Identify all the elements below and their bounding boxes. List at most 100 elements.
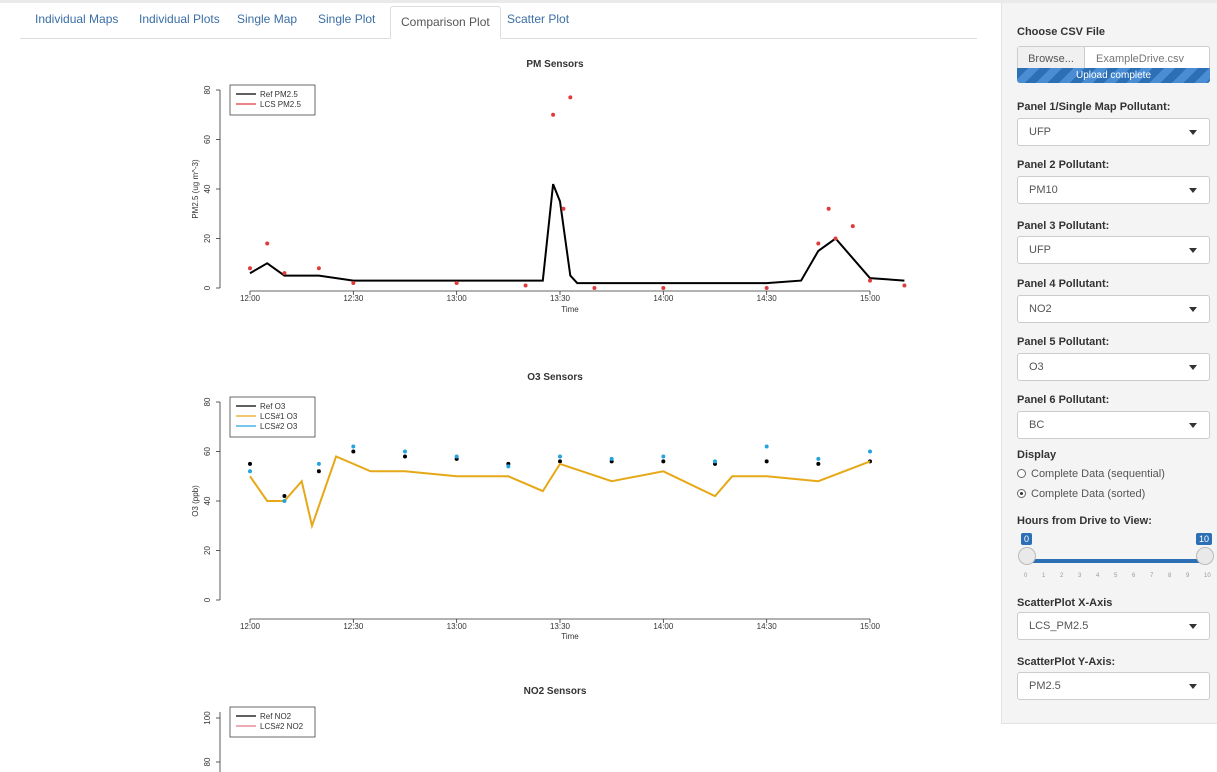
panel2-select[interactable]: PM10 (1017, 176, 1210, 204)
data-point (351, 449, 356, 454)
series-line (249, 183, 905, 285)
y-axis-label: PM2.5 (ug m^-3) (191, 159, 200, 219)
browse-button[interactable]: Browse... (1018, 47, 1085, 71)
data-point (833, 236, 838, 241)
hours-slider-track[interactable] (1027, 559, 1205, 563)
y-tick-label: 20 (203, 234, 212, 243)
x-tick-label: 12:30 (343, 294, 364, 303)
slider-tick-label: 4 (1096, 573, 1100, 579)
legend-label: Ref PM2.5 (260, 90, 298, 99)
y-tick-label: 80 (203, 397, 212, 406)
x-tick-label: 14:00 (653, 622, 674, 631)
data-point (282, 499, 287, 503)
file-input[interactable]: Browse... ExampleDrive.csv (1017, 46, 1210, 72)
data-point (248, 461, 252, 466)
scatter-x-label: ScatterPlot X-Axis (1017, 597, 1113, 609)
data-point (816, 461, 821, 466)
data-point (506, 464, 511, 469)
data-point (403, 449, 407, 454)
panel5-label: Panel 5 Pollutant: (1017, 336, 1110, 348)
y-axis-label: O3 (ppb) (191, 485, 200, 517)
chevron-down-icon (1189, 307, 1197, 312)
panel3-select[interactable]: UFP (1017, 236, 1210, 264)
panel5-select[interactable]: O3 (1017, 353, 1210, 381)
x-tick-label: 13:00 (447, 622, 468, 631)
comparison-plot-area: PM Sensors 0 20 40 60 80 PM2.5 (ug m^-3) 12:00 1… (191, 59, 907, 772)
file-name: ExampleDrive.csv (1096, 53, 1185, 65)
y-tick-label: 40 (203, 496, 212, 505)
data-point (868, 278, 872, 283)
slider-tick-label: 7 (1150, 573, 1154, 579)
hours-label: Hours from Drive to View: (1017, 515, 1152, 527)
data-point (764, 459, 769, 464)
slider-max-badge: 10 (1196, 533, 1213, 545)
display-option-sorted-label: Complete Data (sorted) (1031, 488, 1146, 500)
tab-comparison-plot[interactable]: Comparison Plot (390, 6, 501, 39)
x-axis-label: Time (561, 305, 579, 314)
panel2-value: PM10 (1029, 184, 1058, 196)
tab-individual-maps[interactable]: Individual Maps (35, 12, 119, 26)
sidebar-panel: Choose CSV File Browse... ExampleDrive.c… (1001, 3, 1217, 724)
data-point (248, 469, 252, 474)
chart-title: NO2 Sensors (524, 686, 587, 697)
chevron-down-icon (1189, 188, 1197, 193)
slider-tick-label: 8 (1168, 573, 1172, 579)
data-point (816, 456, 821, 461)
data-point (523, 283, 528, 288)
radio-checked-icon (1017, 489, 1026, 498)
slider-tick-label: 10 (1204, 573, 1211, 579)
data-point (454, 454, 459, 459)
scatter-y-select[interactable]: PM2.5 (1017, 672, 1210, 700)
tab-individual-plots[interactable]: Individual Plots (139, 12, 220, 26)
hours-slider-min-handle[interactable] (1018, 547, 1036, 565)
chevron-down-icon (1189, 624, 1197, 629)
legend-label: Ref NO2 (260, 712, 292, 721)
panel6-value: BC (1029, 419, 1045, 431)
data-point (316, 461, 321, 466)
panel6-select[interactable]: BC (1017, 411, 1210, 439)
data-point (868, 449, 872, 454)
data-point (764, 286, 769, 290)
x-tick-label: 13:30 (550, 622, 571, 631)
x-tick-label: 14:00 (653, 294, 674, 303)
data-point (661, 459, 666, 464)
legend-box (229, 396, 316, 438)
y-tick-label: 60 (203, 135, 212, 144)
x-tick-label: 12:00 (240, 294, 261, 303)
chevron-down-icon (1189, 423, 1197, 428)
data-point (764, 444, 769, 449)
tab-single-plot[interactable]: Single Plot (318, 12, 376, 26)
tab-scatter-plot[interactable]: Scatter Plot (507, 12, 570, 26)
display-option-sorted[interactable]: Complete Data (sorted) (1017, 488, 1145, 500)
scatter-x-value: LCS_PM2.5 (1029, 620, 1089, 632)
top-border (0, 0, 1217, 3)
panel1-label: Panel 1/Single Map Pollutant: (1017, 101, 1171, 113)
data-point (282, 494, 287, 499)
y-tick-label: 60 (203, 447, 212, 456)
data-point (592, 286, 597, 290)
x-tick-label: 15:00 (860, 294, 881, 303)
x-tick-label: 14:30 (757, 294, 778, 303)
panel4-select[interactable]: NO2 (1017, 295, 1210, 323)
slider-tick-label: 5 (1114, 573, 1118, 579)
slider-tick-label: 0 (1024, 573, 1028, 579)
legend-box (229, 706, 316, 738)
data-point (316, 266, 321, 271)
data-point (609, 456, 614, 461)
data-point (316, 469, 321, 474)
chevron-down-icon (1189, 684, 1197, 689)
data-point (826, 206, 831, 211)
panel1-select[interactable]: UFP (1017, 118, 1210, 146)
legend-label: LCS#2 O3 (260, 422, 298, 431)
data-point (454, 281, 459, 286)
y-tick-label: 40 (203, 184, 212, 193)
hours-slider-max-handle[interactable] (1196, 547, 1214, 565)
scatter-x-select[interactable]: LCS_PM2.5 (1017, 612, 1210, 640)
display-option-sequential[interactable]: Complete Data (sequential) (1017, 468, 1165, 480)
y-tick-label: 100 (203, 711, 212, 725)
scatter-y-value: PM2.5 (1029, 680, 1061, 692)
y-tick-label: 0 (203, 597, 212, 602)
panel1-value: UFP (1029, 126, 1051, 138)
tab-single-map[interactable]: Single Map (237, 12, 298, 26)
x-tick-label: 15:00 (860, 622, 881, 631)
